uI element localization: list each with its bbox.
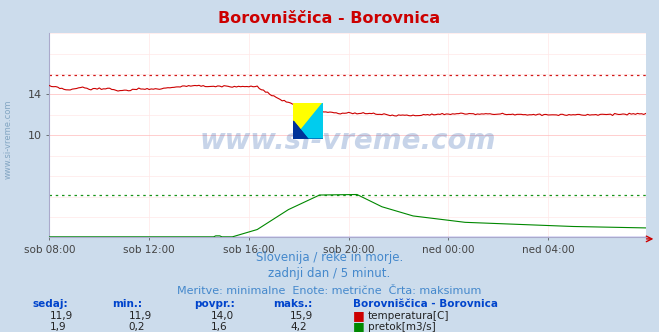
Text: ■: ■ — [353, 309, 364, 322]
Text: min.:: min.: — [112, 299, 142, 309]
Text: zadnji dan / 5 minut.: zadnji dan / 5 minut. — [268, 267, 391, 281]
Text: povpr.:: povpr.: — [194, 299, 235, 309]
Polygon shape — [293, 121, 323, 139]
Text: ■: ■ — [353, 320, 364, 332]
Text: Borovniščica - Borovnica: Borovniščica - Borovnica — [353, 299, 498, 309]
Text: www.si-vreme.com: www.si-vreme.com — [200, 127, 496, 155]
Text: Slovenija / reke in morje.: Slovenija / reke in morje. — [256, 251, 403, 264]
Text: 4,2: 4,2 — [290, 322, 306, 332]
Text: maks.:: maks.: — [273, 299, 313, 309]
Text: 1,9: 1,9 — [49, 322, 66, 332]
Text: sedaj:: sedaj: — [33, 299, 69, 309]
Text: 11,9: 11,9 — [49, 311, 72, 321]
Text: 11,9: 11,9 — [129, 311, 152, 321]
Text: 14,0: 14,0 — [211, 311, 234, 321]
Polygon shape — [293, 103, 323, 139]
Text: www.si-vreme.com: www.si-vreme.com — [3, 100, 13, 179]
Polygon shape — [293, 121, 308, 139]
Polygon shape — [293, 103, 323, 139]
Text: 15,9: 15,9 — [290, 311, 313, 321]
Text: Borovniščica - Borovnica: Borovniščica - Borovnica — [218, 11, 441, 27]
Text: 0,2: 0,2 — [129, 322, 145, 332]
Text: 1,6: 1,6 — [211, 322, 227, 332]
Text: temperatura[C]: temperatura[C] — [368, 311, 449, 321]
Text: pretok[m3/s]: pretok[m3/s] — [368, 322, 436, 332]
Text: Meritve: minimalne  Enote: metrične  Črta: maksimum: Meritve: minimalne Enote: metrične Črta:… — [177, 286, 482, 295]
